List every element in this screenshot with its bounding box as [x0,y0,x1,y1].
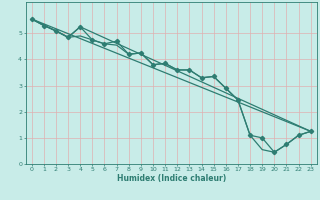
X-axis label: Humidex (Indice chaleur): Humidex (Indice chaleur) [116,174,226,183]
